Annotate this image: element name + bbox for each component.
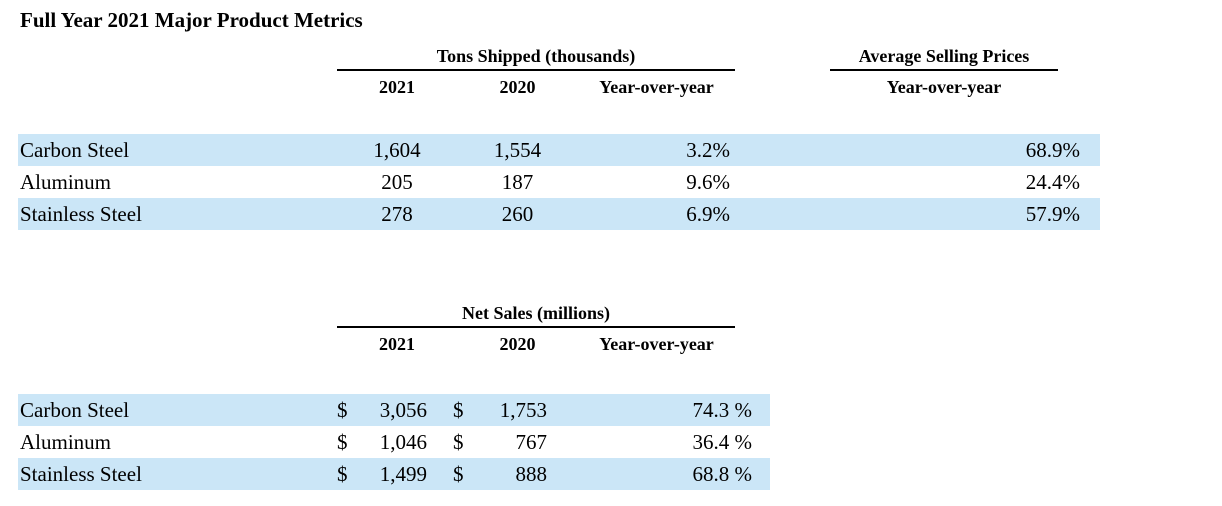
sales-column-header-2021: 2021 [379,334,415,354]
tons-2020-value: 187 [501,170,534,194]
tons-column-header-2020: 2020 [499,77,536,97]
sales-column-header-yoy: Year-over-year [599,334,714,354]
page-title: Full Year 2021 Major Product Metrics [20,8,363,32]
sales-yoy-value: 68.8 % [557,458,770,490]
asp-yoy-value: 68.9% [830,134,1100,166]
tons-shipped-table: Carbon Steel 1,604 1,554 3.2% 68.9% Alum… [18,134,1100,230]
tons-2021-value: 205 [381,170,413,194]
asp-column-header-yoy: Year-over-year [886,77,1002,97]
asp-yoy-value: 57.9% [830,198,1100,230]
amount: 1,499 [379,462,427,486]
net-sales-table: Carbon Steel $ 3,056 $ 1,753 74.3 % Alum… [18,394,770,490]
sales-2020-value: $ 767 [437,426,557,458]
product-label: Stainless Steel [18,458,337,490]
amount: 1,753 [499,398,547,422]
currency-symbol: $ [453,430,464,454]
sales-2021-value: $ 1,499 [337,458,437,490]
spacer-cell [735,198,830,230]
tons-column-header-yoy: Year-over-year [599,77,714,97]
product-label: Carbon Steel [18,394,337,426]
tons-shipped-group-header: Tons Shipped (thousands) [337,45,735,71]
tons-yoy-value: 6.9% [578,198,735,230]
amount: 888 [515,462,548,486]
sales-2020-value: $ 888 [437,458,557,490]
currency-symbol: $ [337,462,348,486]
amount: 1,046 [379,430,427,454]
tons-2021-value: 1,604 [337,134,457,166]
tons-yoy-value: 9.6% [686,170,730,194]
currency-symbol: $ [337,430,348,454]
currency-symbol: $ [453,462,464,486]
sales-2020-value: $ 1,753 [437,394,557,426]
asp-yoy-value: 24.4% [1025,170,1080,194]
spacer-cell [735,134,830,166]
tons-2020-value: 1,554 [457,134,578,166]
currency-symbol: $ [337,398,348,422]
sales-column-header-2020: 2020 [499,334,536,354]
product-label: Aluminum [20,170,112,194]
net-sales-group-header: Net Sales (millions) [337,302,735,328]
sales-2021-value: $ 3,056 [337,394,437,426]
product-label: Carbon Steel [18,134,337,166]
tons-column-header-2021: 2021 [379,77,415,97]
currency-symbol: $ [453,398,464,422]
amount: 3,056 [379,398,427,422]
spacer-cell [735,166,830,198]
sales-yoy-value: 74.3 % [557,394,770,426]
tons-2020-value: 260 [457,198,578,230]
tons-2021-value: 278 [337,198,457,230]
amount: 767 [515,430,548,454]
product-label: Aluminum [20,430,112,454]
sales-yoy-value: 36.4 % [692,430,753,454]
sales-2021-value: $ 1,046 [337,426,437,458]
average-selling-prices-group-header: Average Selling Prices [830,45,1058,71]
product-label: Stainless Steel [18,198,337,230]
tons-yoy-value: 3.2% [578,134,735,166]
